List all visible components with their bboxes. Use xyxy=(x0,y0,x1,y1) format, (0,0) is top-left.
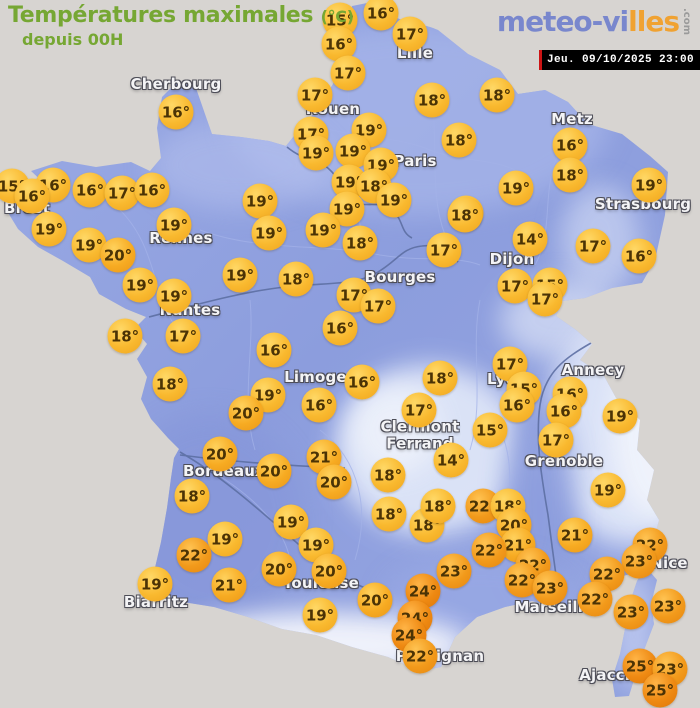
temp-marker[interactable]: 18° xyxy=(107,318,143,354)
temp-marker[interactable]: 17° xyxy=(497,268,533,304)
temp-marker[interactable]: 22° xyxy=(577,581,613,617)
temp-marker[interactable]: 15° xyxy=(472,412,508,448)
temp-marker[interactable]: 18° xyxy=(441,122,477,158)
temp-marker[interactable]: 16° xyxy=(621,238,657,274)
temp-marker[interactable]: 17° xyxy=(104,175,140,211)
temp-marker[interactable]: 19° xyxy=(298,135,334,171)
temp-marker[interactable]: 22° xyxy=(402,638,438,674)
temp-marker[interactable]: 18° xyxy=(414,82,450,118)
temp-marker[interactable]: 20° xyxy=(316,464,352,500)
temp-marker[interactable]: 17° xyxy=(392,16,428,52)
page-title: Températures maximales xyxy=(8,3,314,28)
temp-marker[interactable]: 18° xyxy=(174,478,210,514)
temp-marker[interactable]: 18° xyxy=(342,225,378,261)
temp-marker[interactable]: 25° xyxy=(642,672,678,708)
temp-marker[interactable]: 18° xyxy=(278,261,314,297)
site-logo[interactable]: meteo-villes .com xyxy=(497,5,692,38)
page-title-block: Températures maximales (°C) depuis 00H xyxy=(8,3,354,49)
temp-marker[interactable]: 16° xyxy=(158,94,194,130)
temp-marker[interactable]: 16° xyxy=(552,127,588,163)
temp-marker[interactable]: 16° xyxy=(499,387,535,423)
temp-marker[interactable]: 18° xyxy=(152,366,188,402)
temp-marker[interactable]: 20° xyxy=(311,553,347,589)
temp-marker[interactable]: 22° xyxy=(471,532,507,568)
temp-marker[interactable]: 18° xyxy=(479,77,515,113)
datetime-badge: Jeu. 09/10/2025 23:00 xyxy=(538,50,700,70)
temp-marker[interactable]: 16° xyxy=(72,172,108,208)
temp-marker[interactable]: 20° xyxy=(357,582,393,618)
temp-marker[interactable]: 16° xyxy=(322,310,358,346)
temp-marker[interactable]: 19° xyxy=(602,398,638,434)
temp-marker[interactable]: 17° xyxy=(426,232,462,268)
temp-marker[interactable]: 23° xyxy=(613,594,649,630)
temp-marker[interactable]: 18° xyxy=(447,197,483,233)
temp-marker[interactable]: 23° xyxy=(532,570,568,606)
temp-marker[interactable]: 16° xyxy=(321,26,357,62)
temp-marker[interactable]: 22° xyxy=(176,537,212,573)
temp-marker[interactable]: 19° xyxy=(305,212,341,248)
temp-marker[interactable]: 20° xyxy=(100,237,136,273)
temp-marker[interactable]: 19° xyxy=(207,521,243,557)
temp-marker[interactable]: 19° xyxy=(376,182,412,218)
temp-marker[interactable]: 17° xyxy=(401,392,437,428)
temp-marker[interactable]: 22° xyxy=(504,562,540,598)
temp-marker[interactable]: 19° xyxy=(302,597,338,633)
temp-marker[interactable]: 14° xyxy=(512,221,548,257)
temp-marker[interactable]: 23° xyxy=(621,543,657,579)
temp-marker[interactable]: 17° xyxy=(165,318,201,354)
temp-marker[interactable]: 18° xyxy=(422,360,458,396)
temp-marker[interactable]: 17° xyxy=(330,55,366,91)
logo-suffix: .com xyxy=(681,8,692,36)
temp-marker[interactable]: 18° xyxy=(420,488,456,524)
temp-marker[interactable]: 16° xyxy=(256,332,292,368)
temp-marker[interactable]: 17° xyxy=(360,288,396,324)
temp-marker[interactable]: 17° xyxy=(527,281,563,317)
temp-marker[interactable]: 16° xyxy=(14,178,50,214)
temp-marker[interactable]: 19° xyxy=(250,377,286,413)
temp-marker[interactable]: 14° xyxy=(433,442,469,478)
temp-marker[interactable]: 19° xyxy=(31,211,67,247)
temp-marker[interactable]: 20° xyxy=(202,436,238,472)
temp-marker[interactable]: 19° xyxy=(71,227,107,263)
temp-marker[interactable]: 19° xyxy=(156,278,192,314)
temp-marker[interactable]: 23° xyxy=(436,553,472,589)
temp-marker[interactable]: 19° xyxy=(498,170,534,206)
temp-marker[interactable]: 16° xyxy=(363,0,399,31)
temp-marker[interactable]: 19° xyxy=(242,183,278,219)
temp-marker[interactable]: 20° xyxy=(261,551,297,587)
logo-text-orange: lles xyxy=(628,5,680,38)
temp-marker[interactable]: 19° xyxy=(590,472,626,508)
temp-marker[interactable]: 20° xyxy=(256,453,292,489)
temp-marker[interactable]: 18° xyxy=(370,457,406,493)
temp-marker[interactable]: 20° xyxy=(228,395,264,431)
temp-marker[interactable]: 23° xyxy=(650,588,686,624)
temp-marker[interactable]: 21° xyxy=(557,517,593,553)
temp-marker[interactable]: 19° xyxy=(137,566,173,602)
temp-marker[interactable]: 21° xyxy=(211,567,247,603)
temp-marker[interactable]: 19° xyxy=(156,207,192,243)
title-unit: (°C) xyxy=(320,7,354,26)
temp-marker[interactable]: 16° xyxy=(134,172,170,208)
temp-marker[interactable]: 17° xyxy=(575,228,611,264)
temp-marker[interactable]: 16° xyxy=(344,364,380,400)
temp-marker[interactable]: 18° xyxy=(371,496,407,532)
temp-marker[interactable]: 19° xyxy=(222,257,258,293)
subtitle: depuis 00H xyxy=(22,30,124,49)
temp-marker[interactable]: 17° xyxy=(538,422,574,458)
temp-marker[interactable]: 19° xyxy=(631,167,667,203)
temp-marker[interactable]: 17° xyxy=(297,77,333,113)
temp-marker[interactable]: 18° xyxy=(552,157,588,193)
logo-text-blue: meteo-vi xyxy=(496,5,629,38)
temp-marker[interactable]: 19° xyxy=(122,267,158,303)
temp-marker[interactable]: 19° xyxy=(251,215,287,251)
temp-marker[interactable]: 16° xyxy=(301,387,337,423)
